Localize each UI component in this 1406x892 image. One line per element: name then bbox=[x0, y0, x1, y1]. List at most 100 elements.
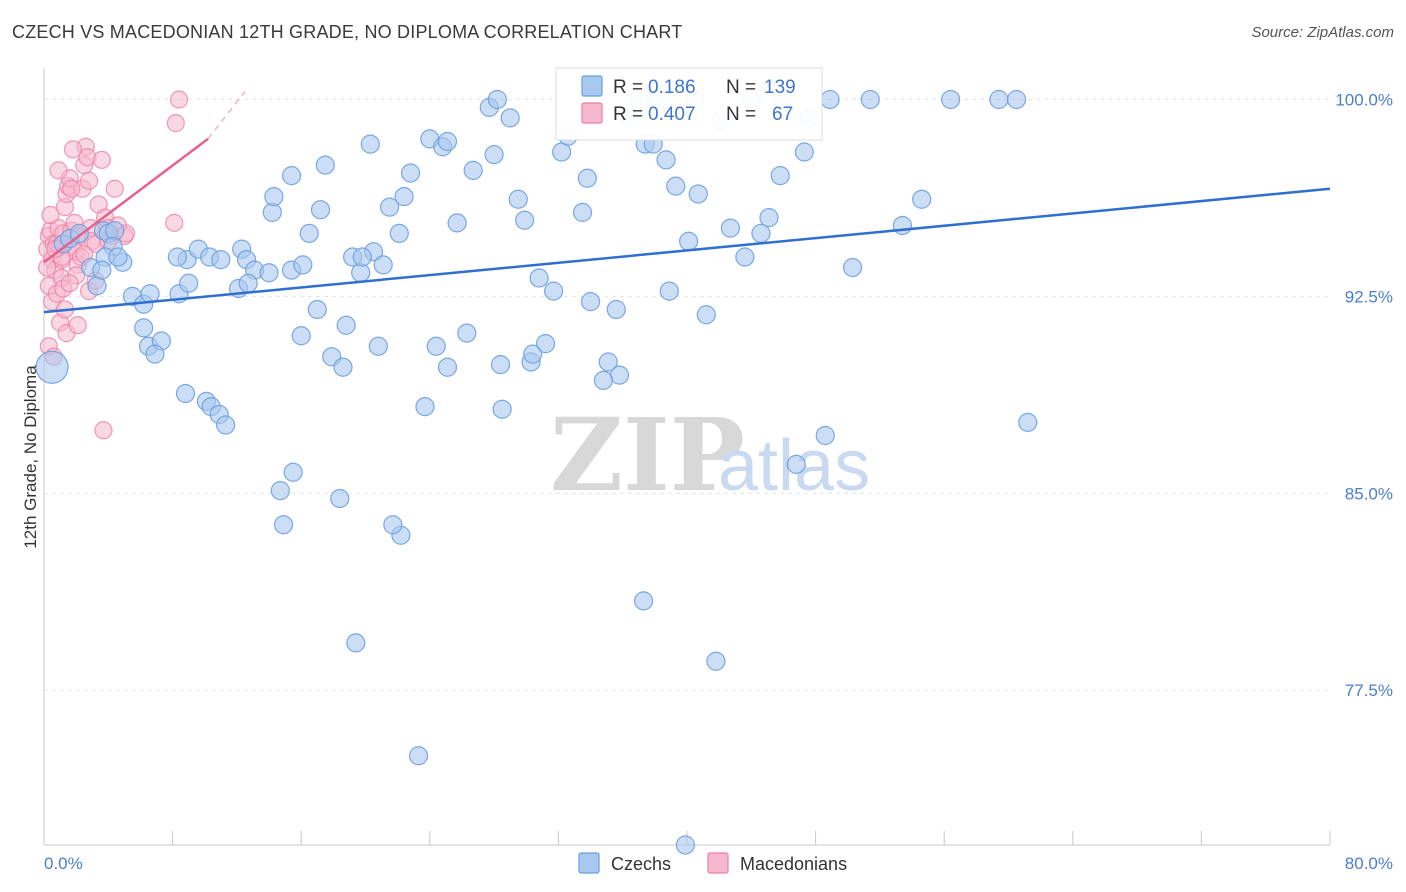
czech-point bbox=[140, 284, 160, 304]
czech-point bbox=[315, 155, 335, 175]
czech-point bbox=[273, 515, 294, 535]
czechs-points bbox=[35, 89, 1038, 855]
czech-point bbox=[330, 488, 350, 509]
czech-point bbox=[500, 108, 520, 128]
x-tick-marks bbox=[43, 831, 1331, 845]
czech-point bbox=[679, 231, 699, 251]
czech-point bbox=[1018, 412, 1038, 432]
czech-point bbox=[394, 187, 414, 207]
chart-title: CZECH VS MACEDONIAN 12TH GRADE, NO DIPLO… bbox=[12, 22, 683, 42]
czech-point bbox=[92, 260, 112, 280]
czech-point bbox=[786, 454, 806, 474]
macedonian-point bbox=[92, 150, 111, 169]
czech-point bbox=[572, 202, 593, 222]
legend-czechs-n-value: 139 bbox=[764, 77, 796, 98]
macedonian-point bbox=[169, 90, 189, 109]
legend-czechs-r-value: 0.186 bbox=[648, 77, 696, 98]
macedonian-point bbox=[60, 274, 79, 293]
x-tick-label-min: 0.0% bbox=[44, 854, 83, 873]
macedonian-point bbox=[41, 205, 60, 225]
watermark-zip: ZIP bbox=[550, 396, 745, 514]
czech-point bbox=[307, 299, 327, 320]
czech-point bbox=[35, 350, 69, 384]
czech-point bbox=[484, 145, 504, 165]
macedonian-point bbox=[105, 179, 124, 198]
czech-point bbox=[794, 142, 814, 162]
czech-point bbox=[688, 184, 708, 204]
czech-point bbox=[577, 168, 597, 188]
y-tick-label: 100.0% bbox=[1335, 91, 1393, 110]
legend-swatch-macedonians bbox=[581, 102, 603, 124]
legend-macedonians-n-label: N = bbox=[726, 104, 756, 125]
czech-point bbox=[437, 131, 458, 152]
czech-point bbox=[167, 247, 188, 267]
czech-point bbox=[270, 481, 290, 501]
x-tick-label-max: 80.0% bbox=[1345, 854, 1393, 873]
czech-point bbox=[941, 89, 961, 110]
czech-point bbox=[633, 591, 654, 611]
bottom-legend-czechs: Czechs bbox=[611, 854, 671, 874]
macedonian-point bbox=[166, 114, 185, 133]
czech-point bbox=[383, 515, 403, 535]
y-tick-label: 92.5% bbox=[1345, 287, 1393, 306]
macedonian-point bbox=[49, 161, 68, 180]
czech-point bbox=[535, 334, 556, 354]
bottom-legend-macedonians: Macedonians bbox=[740, 854, 847, 874]
macedonian-point bbox=[63, 140, 83, 159]
macedonian-point bbox=[38, 258, 57, 277]
czech-point bbox=[389, 223, 409, 243]
czechs-trend-line bbox=[43, 187, 1331, 314]
czech-point bbox=[815, 425, 835, 446]
macedonian-point bbox=[62, 179, 81, 198]
gridlines bbox=[44, 99, 1330, 691]
czech-point bbox=[346, 633, 366, 653]
czech-point bbox=[751, 223, 771, 243]
czech-point bbox=[912, 189, 932, 209]
czech-point bbox=[609, 365, 630, 385]
czech-point bbox=[659, 281, 679, 301]
czech-point bbox=[696, 305, 716, 325]
trend-lines bbox=[43, 91, 1331, 314]
czech-point bbox=[293, 255, 313, 275]
czech-point bbox=[735, 247, 755, 267]
czech-point bbox=[238, 273, 258, 293]
czech-point bbox=[860, 89, 880, 110]
czech-point bbox=[211, 250, 231, 270]
czech-point bbox=[400, 163, 421, 183]
watermark: ZIP atlas bbox=[550, 396, 870, 514]
y-tick-label: 85.0% bbox=[1345, 484, 1393, 503]
czech-point bbox=[283, 462, 303, 482]
legend-macedonians-n-value: 67 bbox=[772, 104, 793, 125]
legend-macedonians-r-value: 0.407 bbox=[648, 104, 696, 125]
czech-point bbox=[457, 323, 477, 343]
czech-point bbox=[490, 355, 511, 375]
czech-point bbox=[820, 89, 840, 110]
legend-czechs-n-label: N = bbox=[726, 77, 756, 98]
czech-point bbox=[179, 273, 199, 293]
czech-point bbox=[593, 370, 614, 390]
czech-point bbox=[487, 89, 507, 110]
czech-point bbox=[606, 299, 626, 320]
czech-point bbox=[415, 397, 435, 417]
czech-point bbox=[598, 352, 618, 372]
czech-point bbox=[720, 218, 741, 238]
czech-point bbox=[264, 187, 284, 207]
legend-czechs-r-label: R = bbox=[613, 77, 643, 98]
macedonian-point bbox=[79, 171, 99, 190]
czech-point bbox=[352, 247, 372, 267]
czech-point bbox=[666, 176, 686, 196]
legend-macedonians-r-label: R = bbox=[613, 104, 643, 125]
czech-point bbox=[1006, 89, 1027, 110]
czech-point bbox=[508, 189, 528, 209]
czech-point bbox=[360, 134, 380, 154]
y-tick-labels: 77.5% 85.0% 92.5% 100.0% bbox=[1335, 91, 1393, 701]
czech-point bbox=[426, 336, 446, 356]
bottom-legend-swatch-macedonians bbox=[707, 852, 729, 874]
source-credit: Source: ZipAtlas.com bbox=[1251, 24, 1394, 41]
czech-point bbox=[706, 651, 726, 671]
czech-point bbox=[463, 160, 483, 180]
czech-point bbox=[492, 399, 512, 419]
czech-point bbox=[281, 166, 302, 186]
czech-point bbox=[380, 197, 400, 217]
